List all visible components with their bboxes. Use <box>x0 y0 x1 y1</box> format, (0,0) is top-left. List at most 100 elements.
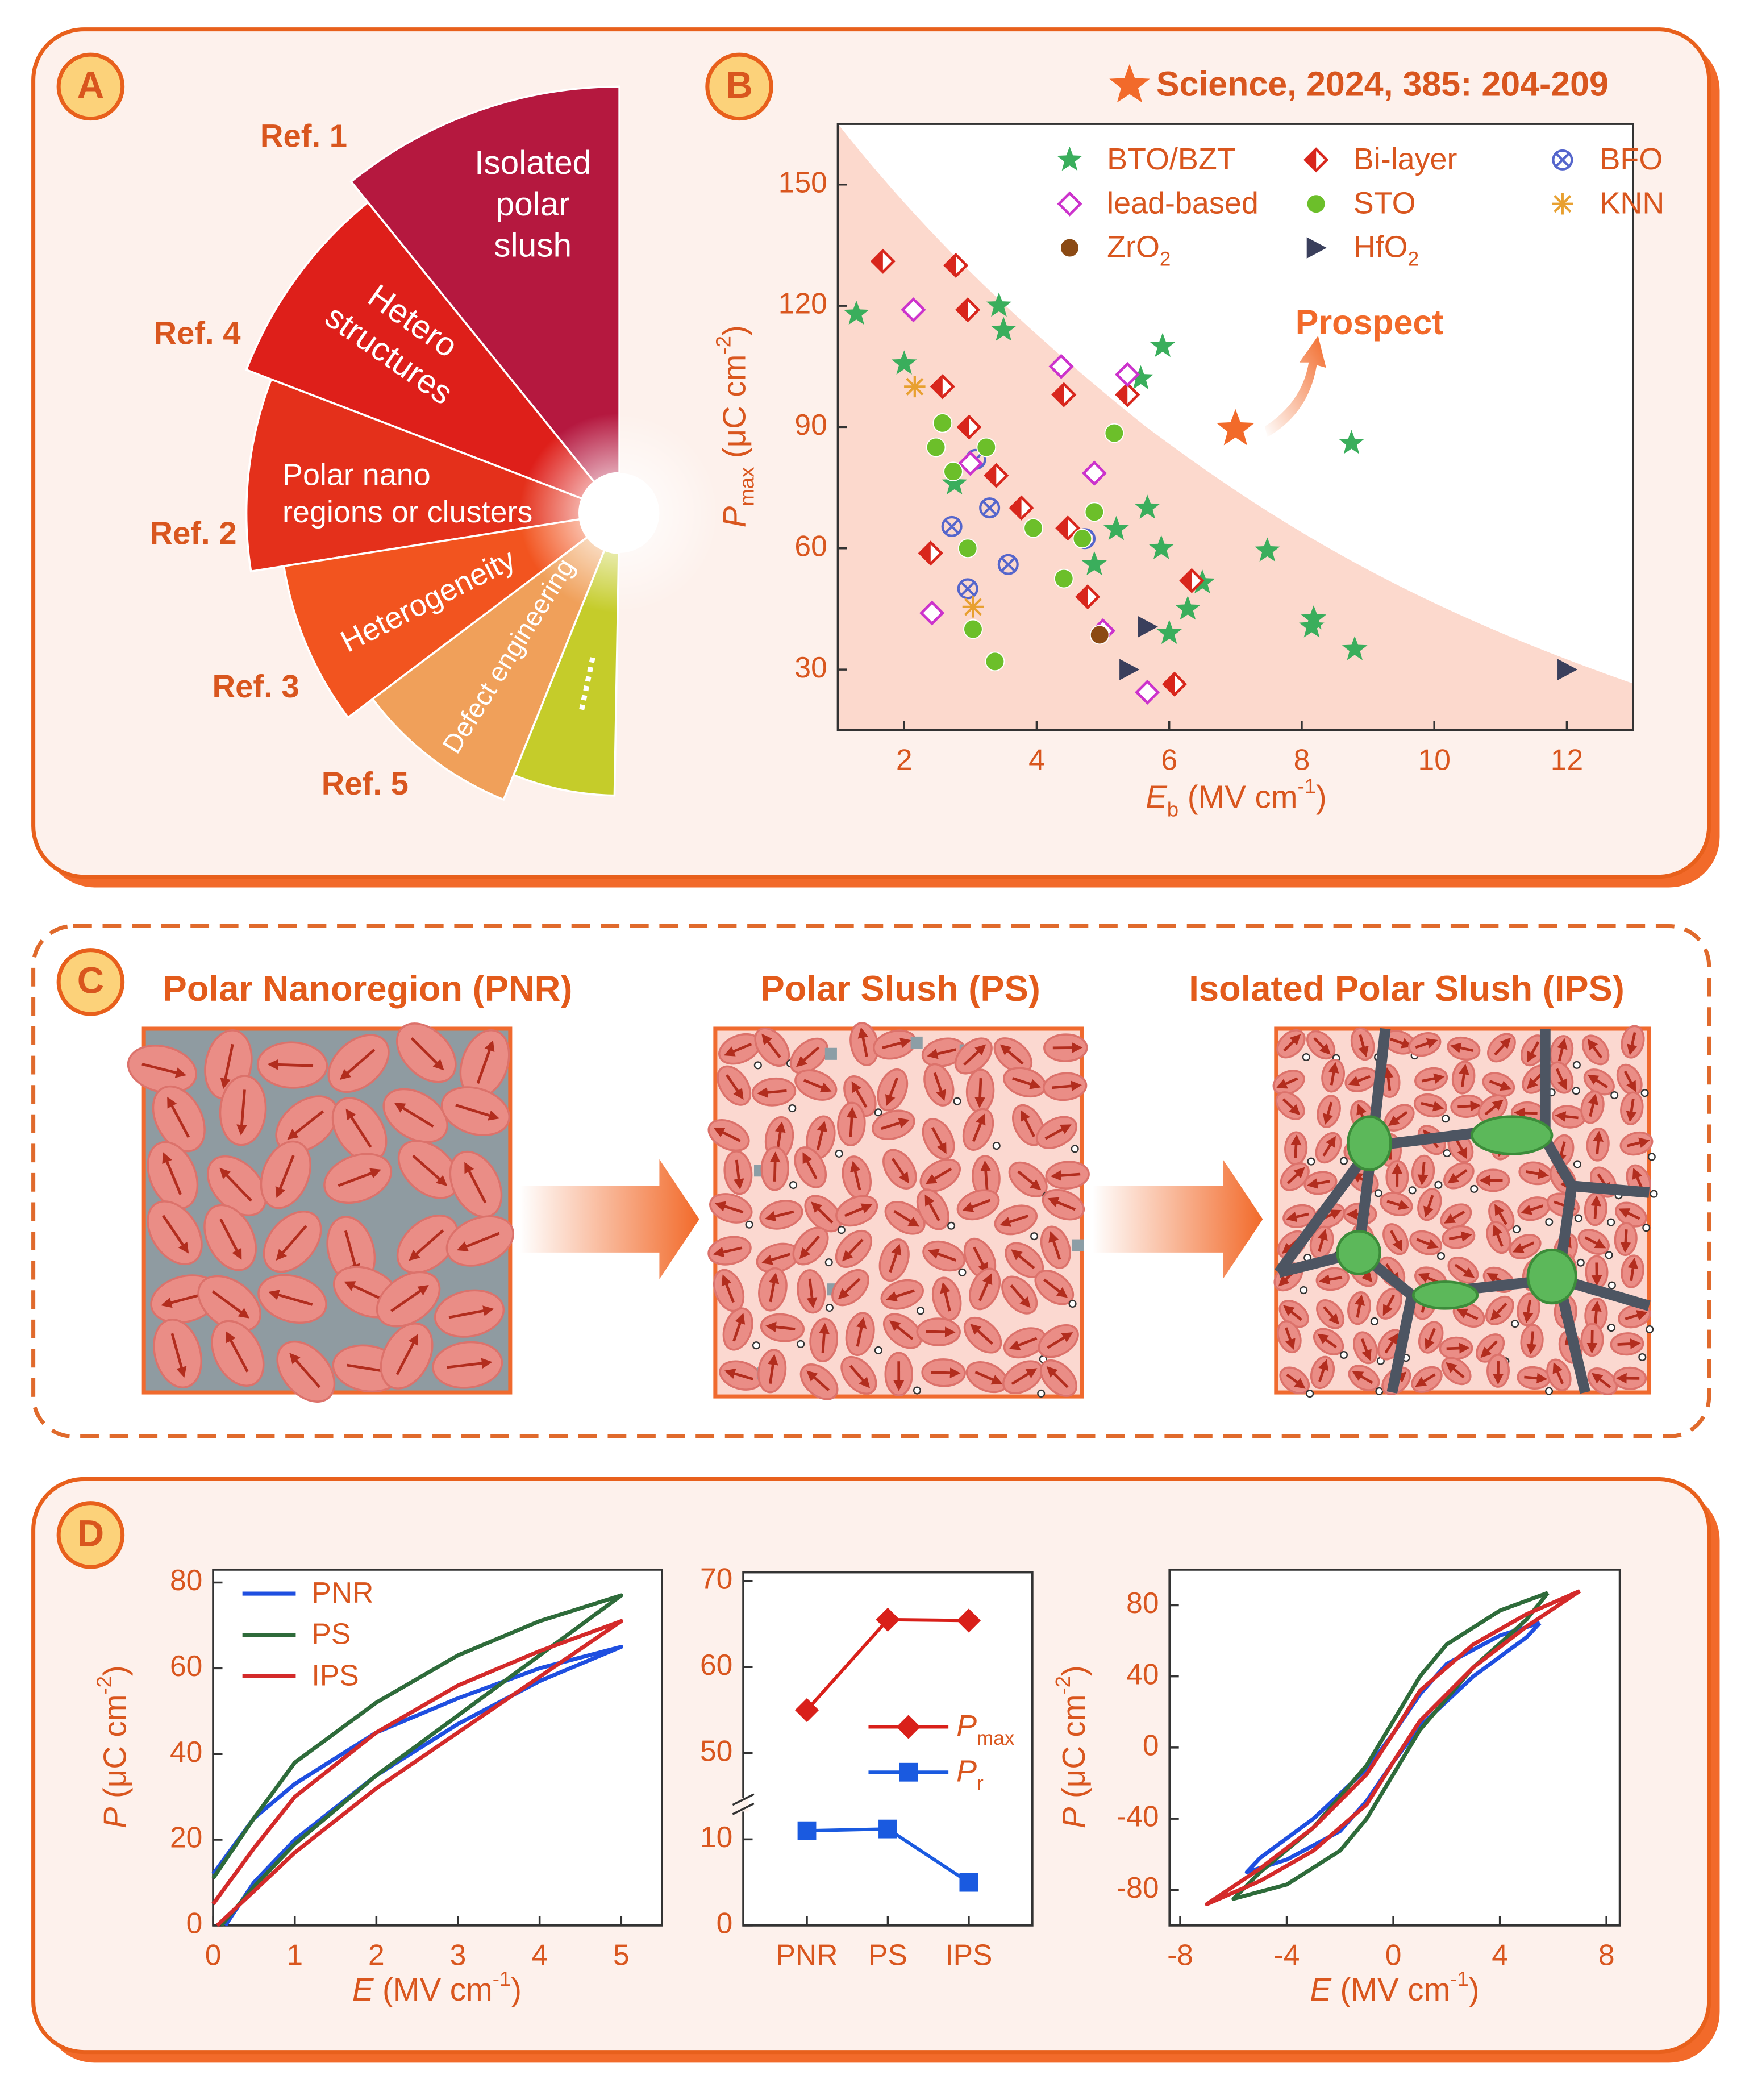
point <box>1148 535 1175 559</box>
y-tick-label: 80 <box>170 1563 202 1596</box>
defect <box>958 1268 967 1276</box>
polar-arrow <box>970 1324 993 1345</box>
legend-label: KNN <box>1600 186 1664 220</box>
polar-arrow <box>1317 1333 1338 1349</box>
polar-arrow <box>1050 1170 1081 1181</box>
polar-arrow <box>267 1059 314 1070</box>
point <box>1339 430 1364 454</box>
point <box>956 414 982 440</box>
defect <box>1071 1145 1079 1153</box>
polar-arrow <box>1415 1373 1436 1387</box>
point-part <box>944 519 960 534</box>
polar-arrow <box>268 1290 313 1306</box>
polar-arrow <box>1012 1077 1041 1089</box>
x-tick-label: 8 <box>1598 1939 1615 1972</box>
polar-arrow <box>885 1077 898 1106</box>
point-part <box>932 376 943 398</box>
polar-arrow <box>857 1027 869 1057</box>
y-axis-label: Pmax (μC cm-2) <box>712 325 759 527</box>
y-tick-label: 70 <box>700 1562 732 1595</box>
label-part: max <box>977 1727 1015 1749</box>
polar-arrow <box>1587 1074 1608 1088</box>
label-part: ) <box>1316 779 1327 815</box>
fan-label-line: slush <box>494 227 572 264</box>
x-tick-label: 6 <box>1161 743 1177 776</box>
polar-arrow <box>1389 1230 1402 1251</box>
point <box>1128 365 1153 390</box>
polar-arrow <box>724 1368 753 1380</box>
defect <box>1370 1317 1378 1325</box>
polar-arrow <box>1592 1373 1611 1388</box>
polar-arrow <box>1306 1178 1330 1189</box>
point <box>843 300 869 325</box>
panel-badge <box>705 52 773 121</box>
defect <box>1339 1157 1348 1165</box>
point-part <box>957 299 968 321</box>
label-part: ) <box>1056 1665 1092 1676</box>
grain-boundary <box>1353 1145 1559 1301</box>
polar-arrow <box>713 1246 743 1258</box>
legend-label: PS <box>312 1617 351 1650</box>
label-part: (μC cm <box>97 1695 132 1807</box>
polar-arrow <box>167 1096 190 1138</box>
polar-arrow <box>1459 1063 1469 1087</box>
polar-arrow <box>394 1103 434 1128</box>
polar-arrow <box>927 1249 957 1262</box>
series-line <box>1205 1589 1581 1906</box>
polar-arrow <box>980 1160 992 1191</box>
polar-arrow <box>236 1089 247 1136</box>
y-tick-label: 90 <box>794 408 827 441</box>
label-part: P <box>716 506 752 527</box>
defect <box>1647 1153 1656 1161</box>
legend-label: BFO <box>1600 142 1663 176</box>
polar-arrow <box>1489 1080 1512 1091</box>
point <box>986 292 1012 317</box>
polar-arrow <box>886 1289 915 1302</box>
defect <box>1638 1353 1647 1362</box>
polar-arrow <box>1283 1034 1301 1052</box>
y-tick-label: 120 <box>778 287 827 320</box>
point <box>955 297 981 323</box>
polar-arrow <box>339 1049 376 1080</box>
polar-arrow <box>721 1274 735 1303</box>
point <box>1055 515 1081 541</box>
point <box>1119 659 1140 680</box>
polar-arrow <box>1388 1111 1408 1126</box>
polar-arrow <box>849 1365 871 1388</box>
point-part <box>982 500 997 515</box>
defect <box>1443 1149 1451 1158</box>
polar-arrow <box>1584 1236 1606 1249</box>
label-part: -1 <box>1450 1967 1469 1990</box>
polar-arrow <box>447 1358 493 1369</box>
polar-arrow <box>1348 1075 1371 1086</box>
series-line <box>1231 1591 1550 1901</box>
polar-arrow <box>1494 1037 1511 1056</box>
polar-arrow <box>1386 1200 1410 1211</box>
point <box>1072 529 1093 549</box>
point <box>959 1873 978 1892</box>
y-tick-label: 10 <box>700 1820 732 1853</box>
polar-arrow <box>1011 1368 1038 1386</box>
polar-arrow <box>768 1273 780 1303</box>
point <box>1084 502 1105 522</box>
polar-arrow <box>1313 1037 1331 1055</box>
x-tick-label: 0 <box>205 1939 222 1972</box>
polar-arrow <box>761 1253 791 1265</box>
point-part <box>904 376 926 398</box>
ref-label: Ref. 5 <box>322 766 409 801</box>
polar-arrow <box>1490 1302 1507 1321</box>
slush-blob <box>1526 1248 1577 1305</box>
polar-arrow <box>713 1128 741 1142</box>
label-part: (MV cm <box>1331 1972 1450 2007</box>
defect <box>1574 1214 1582 1222</box>
polar-arrow <box>714 1201 744 1213</box>
defect <box>752 1341 760 1350</box>
point-part <box>945 255 956 276</box>
polar-arrow <box>1017 1170 1042 1191</box>
point <box>943 252 969 278</box>
point-part <box>1555 152 1571 168</box>
polar-arrow <box>1590 1195 1602 1219</box>
series-line <box>211 1619 623 1927</box>
polar-arrow <box>1627 1257 1639 1282</box>
polar-arrow <box>1417 1162 1429 1186</box>
